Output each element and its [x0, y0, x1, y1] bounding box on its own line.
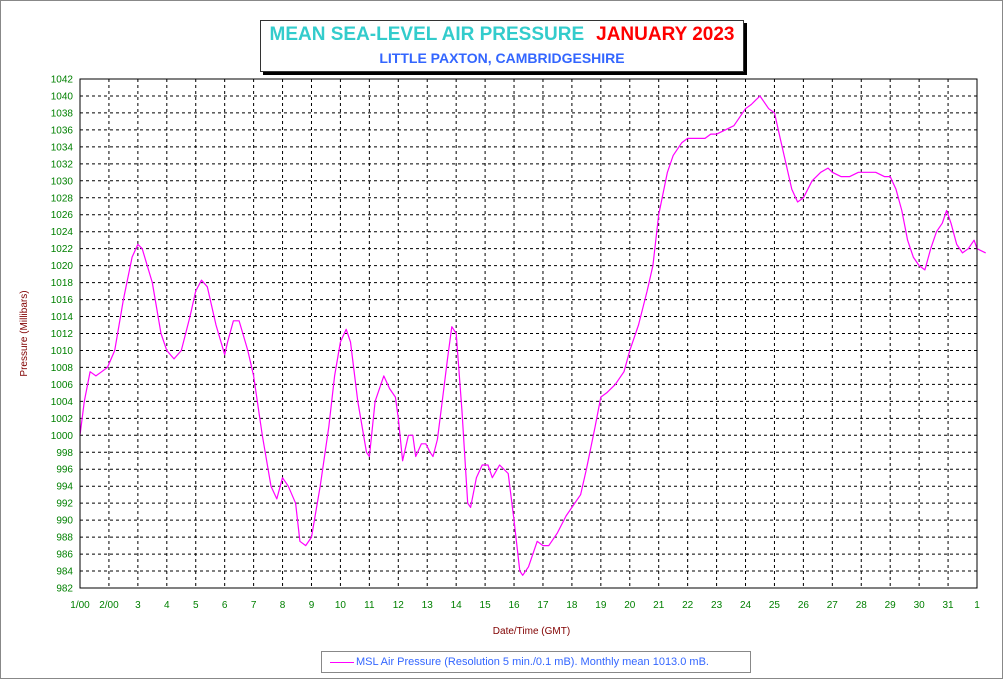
x-tick-label: 18: [566, 600, 578, 611]
x-tick-label: 5: [193, 600, 199, 611]
series-line: [79, 95, 986, 576]
x-tick-label: 6: [222, 600, 228, 611]
y-tick-label: 1016: [51, 295, 74, 306]
series-layer: [79, 95, 986, 576]
y-tick-label: 1010: [51, 346, 74, 357]
legend-label: MSL Air Pressure (Resolution 5 min./0.1 …: [356, 656, 709, 668]
x-axis-ticks: 1/00 2/00 3 4 5 6 7 8 9 10 11 12 13 14 15 16 17 18 19 20 21 2…: [70, 600, 980, 611]
x-tick-label: 11: [364, 600, 375, 611]
x-tick-label: 29: [885, 600, 897, 611]
y-tick-label: 1036: [51, 125, 74, 136]
y-tick-label: 1034: [51, 142, 74, 153]
chart-title: MEAN SEA-LEVEL AIR PRESSURE: [269, 24, 585, 45]
x-tick-label: 23: [711, 600, 723, 611]
y-tick-label: 1042: [51, 75, 74, 86]
y-tick-label: 1030: [51, 176, 74, 187]
y-tick-label: 998: [56, 448, 73, 459]
legend-swatch: [330, 662, 354, 663]
y-tick-label: 1022: [51, 244, 74, 255]
x-tick-label: 4: [164, 600, 170, 611]
y-tick-label: 1026: [51, 210, 74, 221]
x-tick-label: 9: [309, 600, 315, 611]
x-tick-label: 8: [280, 600, 286, 611]
y-tick-label: 1018: [51, 278, 74, 289]
x-tick-label: 3: [135, 600, 141, 611]
x-tick-label: 30: [914, 600, 926, 611]
y-tick-label: 1024: [51, 227, 74, 238]
x-axis-label: Date/Time (GMT): [493, 626, 570, 637]
y-tick-label: 1004: [51, 397, 74, 408]
x-tick-label: 21: [653, 600, 665, 611]
x-tick-label: 17: [537, 600, 549, 611]
y-tick-label: 1008: [51, 363, 74, 374]
x-tick-label: 13: [422, 600, 434, 611]
x-tick-label: 2/00: [99, 600, 119, 611]
plot-area: [79, 78, 978, 589]
y-tick-label: 996: [56, 465, 73, 476]
y-tick-label: 990: [56, 516, 73, 527]
x-tick-label: 31: [943, 600, 955, 611]
y-tick-label: 988: [56, 533, 73, 544]
y-tick-label: 1038: [51, 108, 74, 119]
x-tick-label: 16: [508, 600, 520, 611]
y-tick-label: 984: [56, 567, 73, 578]
y-tick-label: 1032: [51, 159, 74, 170]
x-tick-label: 14: [451, 600, 463, 611]
x-tick-label: 24: [740, 600, 752, 611]
chart-title-date: JANUARY 2023: [596, 24, 735, 45]
y-tick-label: 1006: [51, 380, 74, 391]
x-tick-label: 1: [974, 600, 980, 611]
y-tick-label: 1000: [51, 431, 74, 442]
y-tick-label: 992: [56, 499, 73, 510]
y-tick-label: 1012: [51, 329, 74, 340]
y-tick-label: 1040: [51, 91, 74, 102]
y-tick-label: 1028: [51, 193, 74, 204]
x-tick-label: 28: [856, 600, 868, 611]
x-tick-label: 20: [624, 600, 636, 611]
y-tick-label: 1002: [51, 414, 74, 425]
y-axis-label: Pressure (Millibars): [19, 290, 30, 376]
y-tick-label: 1014: [51, 312, 74, 323]
x-tick-label: 19: [595, 600, 607, 611]
x-tick-label: 26: [798, 600, 810, 611]
title-line: MEAN SEA-LEVEL AIR PRESSURE JANUARY 2023: [261, 24, 743, 46]
legend: MSL Air Pressure (Resolution 5 min./0.1 …: [321, 651, 751, 673]
y-tick-label: 986: [56, 550, 73, 561]
x-tick-label: 12: [393, 600, 405, 611]
chart-subtitle: LITTLE PAXTON, CAMBRIDGESHIRE: [379, 50, 625, 66]
y-tick-label: 982: [56, 584, 73, 595]
title-box: MEAN SEA-LEVEL AIR PRESSURE JANUARY 2023 …: [260, 20, 744, 72]
x-tick-label: 25: [769, 600, 781, 611]
y-tick-label: 1020: [51, 261, 74, 272]
y-tick-label: 994: [56, 482, 73, 493]
x-tick-label: 27: [827, 600, 839, 611]
y-axis-ticks: 982 984 986 988 990 992 994 996 998 1000 1002 1004 1…: [51, 75, 74, 595]
x-tick-label: 1/00: [70, 600, 90, 611]
x-tick-label: 10: [335, 600, 347, 611]
grid: [80, 79, 977, 588]
x-tick-label: 15: [480, 600, 492, 611]
x-tick-label: 22: [682, 600, 694, 611]
x-tick-label: 7: [251, 600, 257, 611]
